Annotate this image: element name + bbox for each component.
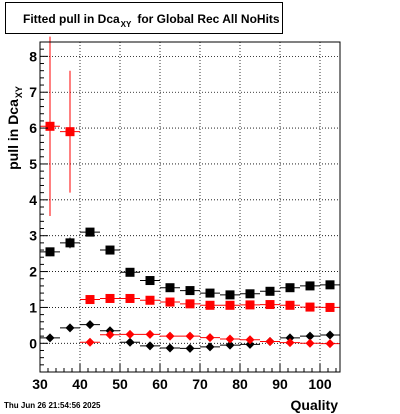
chart-title: Fitted pull in DcaXY for Global Rec All N… (23, 12, 280, 29)
data-point (85, 295, 95, 305)
data-point (165, 331, 175, 341)
data-point (305, 302, 315, 312)
data-point (245, 339, 255, 349)
y-tick-label: 2 (29, 264, 37, 280)
x-tick-label: 60 (152, 376, 168, 392)
series-1 (40, 227, 340, 300)
title-box: Fitted pull in DcaXY for Global Rec All N… (5, 2, 283, 34)
data-point (305, 331, 315, 341)
x-axis-label: Quality (291, 397, 339, 413)
data-point (165, 343, 175, 353)
data-point (85, 227, 95, 237)
x-tick-label: 70 (192, 376, 208, 392)
data-point (265, 286, 275, 296)
x-tick-label: 50 (112, 376, 128, 392)
data-point (125, 267, 135, 277)
data-point (65, 127, 75, 137)
data-point (225, 300, 235, 310)
data-point (205, 333, 215, 343)
series-3 (40, 320, 340, 353)
data-point (285, 338, 295, 348)
data-point (125, 293, 135, 303)
y-tick-label: 5 (29, 156, 37, 172)
data-point (325, 339, 335, 349)
grid (39, 42, 340, 372)
data-point (65, 238, 75, 248)
data-point (185, 331, 195, 341)
data-point (185, 343, 195, 353)
y-tick-label: 7 (29, 84, 37, 100)
x-tick-label: 100 (308, 376, 332, 392)
data-point (45, 247, 55, 257)
data-point (225, 334, 235, 344)
data-point (245, 300, 255, 310)
data-point (145, 341, 155, 351)
plot-frame (39, 41, 341, 373)
data-point (105, 245, 115, 255)
data-point (285, 333, 295, 343)
x-tick-label: 40 (72, 376, 88, 392)
data-point (325, 280, 335, 290)
data-point (165, 283, 175, 293)
data-point (325, 330, 335, 340)
data-point (45, 121, 55, 131)
ticks (39, 41, 337, 373)
data-point (245, 289, 255, 299)
data-point (285, 283, 295, 293)
y-tick-label: 0 (29, 335, 37, 351)
data-point (185, 299, 195, 309)
data-point (205, 342, 215, 352)
data-point (265, 337, 275, 347)
data-point (165, 297, 175, 307)
data-point (65, 323, 75, 333)
y-tick-label: 8 (29, 48, 37, 64)
series-layer (40, 36, 340, 353)
data-point (325, 302, 335, 312)
x-tick-label: 80 (232, 376, 248, 392)
data-point (45, 333, 55, 343)
data-point (205, 300, 215, 310)
x-tick-label: 90 (272, 376, 288, 392)
y-tick-label: 4 (29, 192, 37, 208)
data-point (125, 329, 135, 339)
data-point (305, 338, 315, 348)
data-point (285, 300, 295, 310)
data-point (205, 288, 215, 298)
data-point (185, 286, 195, 296)
data-point (85, 337, 95, 347)
data-point (265, 300, 275, 310)
data-point (245, 335, 255, 345)
data-point (145, 329, 155, 339)
y-axis-label: pull in DcaXY (5, 86, 24, 170)
y-tick-label: 6 (29, 120, 37, 136)
data-point (145, 276, 155, 286)
x-tick-label: 30 (32, 376, 48, 392)
data-point (225, 340, 235, 350)
data-point (105, 293, 115, 303)
y-tick-label: 3 (29, 228, 37, 244)
tick-labels: 30 40 50 60 70 80 90 100 0 1 2 3 4 5 6 7 8 (29, 48, 332, 392)
series-4 (80, 329, 340, 349)
data-point (225, 290, 235, 300)
data-point (145, 295, 155, 305)
y-tick-label: 1 (29, 299, 37, 315)
data-point (125, 337, 135, 347)
data-point (85, 320, 95, 330)
datestamp: Thu Jun 26 21:54:56 2025 (4, 401, 101, 410)
series-2 (40, 36, 340, 312)
data-point (105, 330, 115, 340)
data-point (305, 281, 315, 291)
